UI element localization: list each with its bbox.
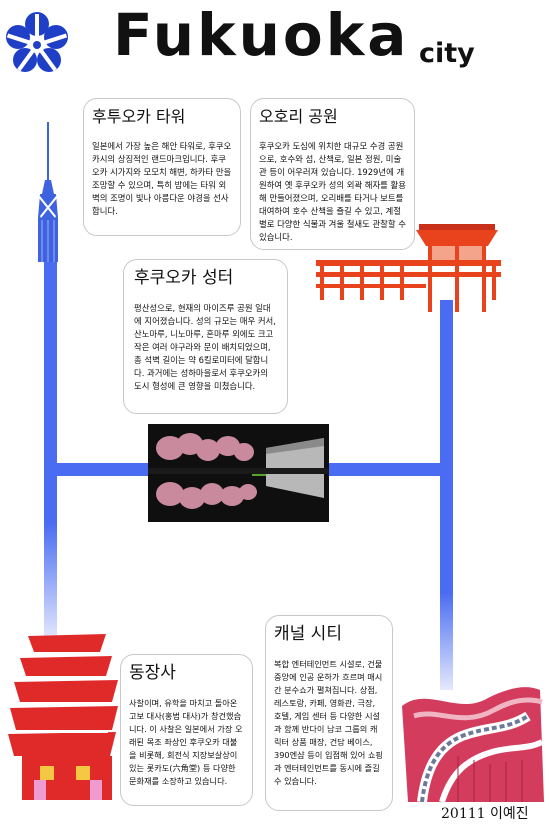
card-body: 일본에서 가장 높은 해안 타워로, 후쿠오카시의 상징적인 랜드마크입니다. … [92,141,232,217]
road-left [44,250,57,640]
card-body: 복합 엔터테인먼트 시설로, 건물 중앙에 인공 운하가 흐르며 매시간 분수쇼… [274,659,383,787]
card-body: 평산성으로, 현재의 마이즈루 공원 일대에 지어졌습니다. 성의 규모는 매우… [134,303,276,392]
author-credit: 20111 이예진 [441,806,529,822]
card-tochoji: 동장사 사찰이며, 유학을 마치고 돌아온 고보 대사(홍법 대사)가 창건했습… [120,654,253,806]
card-title: 캐널 시티 [274,624,342,644]
card-title: 동장사 [129,663,176,683]
tochoji-pagoda-icon [8,634,118,800]
fukuoka-tower-icon [38,122,58,262]
road-right [440,300,453,690]
card-title: 오호리 공원 [259,107,338,126]
canal-city-icon [402,687,544,802]
card-canal-city: 캐널 시티 복합 엔터테인먼트 시설로, 건물 중앙에 인공 운하가 흐르며 매… [265,615,393,811]
page-title: Fukuoka [113,1,410,69]
card-ohori-park: 오호리 공원 후쿠오카 도심에 위치한 대규모 수경 공원으로, 호수와 섬, … [250,98,415,250]
card-body: 후쿠오카 도심에 위치한 대규모 수경 공원으로, 호수와 섬, 산책로, 일본… [259,141,406,243]
card-body: 사찰이며, 유학을 마치고 돌아온 고보 대사(홍법 대사)가 창건했습니다. … [129,698,243,787]
page-subtitle: city [419,38,475,69]
castle-photo [148,424,329,522]
card-title: 후쿠오카 성터 [134,268,234,288]
city-emblem-icon [6,12,68,72]
card-castle-ruins: 후쿠오카 성터 평산성으로, 현재의 마이즈루 공원 일대에 지어졌습니다. 성… [123,259,288,414]
card-fukuoka-tower: 후투오카 타워 일본에서 가장 높은 해안 타워로, 후쿠오카시의 상징적인 랜… [83,98,241,236]
card-title: 후투오카 타워 [92,107,186,126]
ohori-pavilion-icon [316,224,501,312]
